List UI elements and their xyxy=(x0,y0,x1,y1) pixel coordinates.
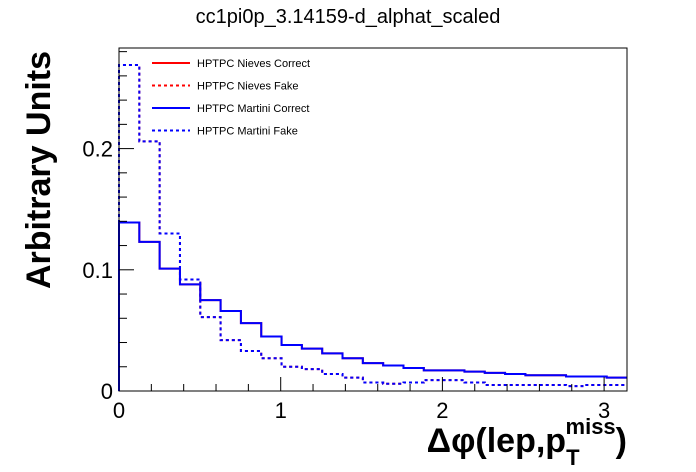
chart-title: cc1pi0p_3.14159-d_alphat_scaled xyxy=(196,6,501,28)
y-tick-label: 0 xyxy=(101,379,113,404)
x-axis-label-subscript: T xyxy=(566,445,580,470)
y-tick-label: 0.1 xyxy=(82,258,113,283)
plot-frame xyxy=(118,47,628,392)
x-axis-label-superscript: miss xyxy=(566,414,616,439)
series-line-0 xyxy=(118,221,627,391)
series-line-2 xyxy=(118,221,627,391)
series-layer xyxy=(118,63,627,391)
x-axis-label-prefix: Δφ(lep,p xyxy=(427,422,566,460)
x-tick-label: 0 xyxy=(113,398,125,423)
y-tick-label: 0.2 xyxy=(82,137,113,162)
legend-label-0: HPTPC Nieves Correct xyxy=(197,58,310,70)
legend: HPTPC Nieves Correct HPTPC Nieves Fake HPT… xyxy=(152,58,310,138)
axes-layer: 0 1 2 3 0 0.1 0.2 xyxy=(82,47,628,423)
legend-label-3: HPTPC Martini Fake xyxy=(197,126,298,138)
legend-label-2: HPTPC Martini Correct xyxy=(197,103,309,115)
x-axis-label-suffix: ) xyxy=(616,422,627,460)
legend-label-1: HPTPC Nieves Fake xyxy=(197,81,298,93)
x-tick-label: 2 xyxy=(436,398,448,423)
y-axis-label: Arbitrary Units xyxy=(20,51,58,289)
x-tick-label: 1 xyxy=(275,398,287,423)
x-tick-label: 3 xyxy=(598,398,610,423)
series-line-3 xyxy=(118,63,627,391)
series-line-1 xyxy=(118,63,627,391)
x-axis-label: Δφ(lep,pTmiss) xyxy=(427,414,627,470)
